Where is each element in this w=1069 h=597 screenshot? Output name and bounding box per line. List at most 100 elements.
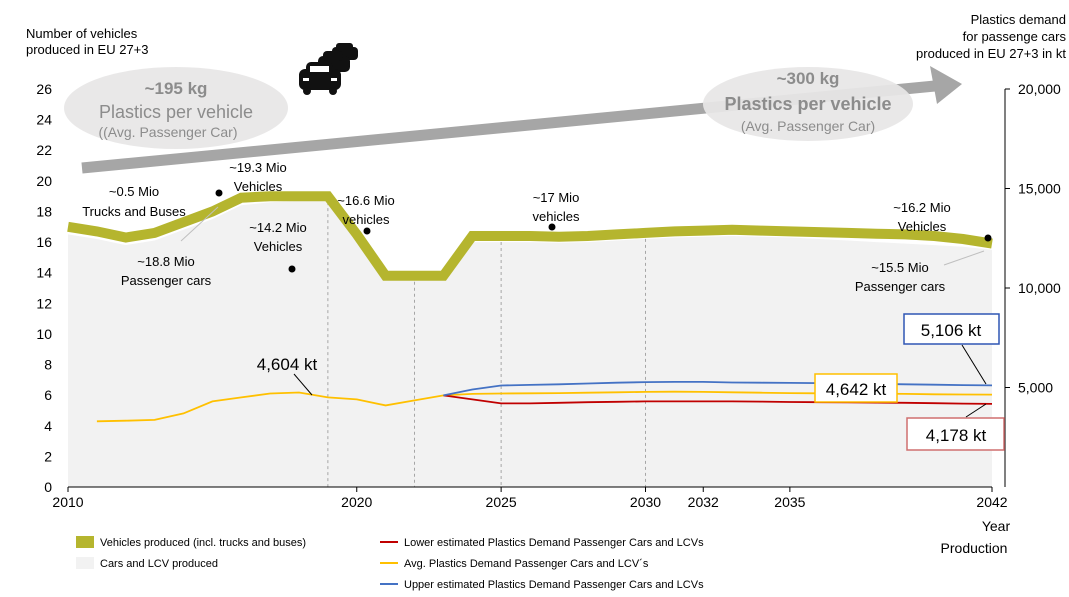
x-tick-label: 2030 [630, 494, 661, 510]
y-right-tick-label: 20,000 [1018, 81, 1061, 97]
x-tick-label: 2010 [52, 494, 83, 510]
plastics-line-4 [443, 380, 993, 397]
annotation-188: ~18.8 Mio Passenger cars [121, 254, 212, 288]
y-left-tick-label: 24 [36, 112, 52, 128]
y-left-tick-label: 22 [36, 142, 52, 158]
annotation-166-line1: ~16.6 Mio [337, 193, 394, 208]
annotation-142: ~14.2 Mio Vehicles [249, 220, 306, 254]
box-4178 [906, 417, 1005, 451]
y-left-tick-label: 12 [36, 295, 52, 311]
label-4604: 4,604 kt [257, 355, 318, 374]
annotation-trucks-line1: ~0.5 Mio [109, 184, 159, 199]
annotation-162: ~16.2 Mio Vehicles [893, 200, 950, 234]
plastics-line-3 [443, 394, 993, 405]
axes-layer: 024681012141618202224265,00010,00015,000… [36, 81, 1061, 510]
annotation-142-line2: Vehicles [254, 239, 303, 254]
annotation-142-line1: ~14.2 Mio [249, 220, 306, 235]
y-left-tick-label: 4 [44, 418, 52, 434]
cars-lcv-area [68, 199, 992, 487]
y-left-tick-label: 0 [44, 479, 52, 495]
legend-label-0: Vehicles produced (incl. trucks and buse… [100, 537, 306, 549]
legend-label-4: Upper estimated Plastics Demand Passenge… [404, 579, 704, 591]
annotation-188-line2: Passenger cars [121, 273, 212, 288]
marker-2042 [984, 234, 992, 242]
callout-300kg-sub: (Avg. Passenger Car) [741, 118, 875, 134]
annotation-17-line1: ~17 Mio [533, 190, 580, 205]
label-4642: 4,642 kt [826, 380, 887, 399]
vertical-guides-layer [327, 196, 646, 487]
left-axis-title-line1: Number of vehicles [26, 26, 138, 41]
callout-195kg: ~195 kg Plastics per vehicle ((Avg. Pass… [64, 67, 288, 149]
y-left-tick-label: 20 [36, 173, 52, 189]
left-axis-title-line2: produced in EU 27+3 [26, 42, 149, 57]
marker-2019 [215, 189, 223, 197]
callout-195kg-label: Plastics per vehicle [99, 102, 253, 122]
annotation-193: ~19.3 Mio Vehicles [229, 160, 286, 194]
x-tick-label: 2042 [976, 494, 1007, 510]
leader-5106 [961, 344, 987, 385]
y-left-tick-label: 10 [36, 326, 52, 342]
marker-2022 [288, 265, 296, 273]
marker-2025 [363, 227, 371, 235]
legend-label-3: Avg. Plastics Demand Passenger Cars and … [404, 558, 649, 570]
x-tick-label: 2035 [774, 494, 805, 510]
annotation-166: ~16.6 Mio vehicles [337, 193, 394, 227]
x-axis-title-line2: Production [941, 540, 1008, 556]
annotation-193-line1: ~19.3 Mio [229, 160, 286, 175]
legend-label-1: Cars and LCV produced [100, 558, 218, 570]
x-tick-label: 2020 [341, 494, 372, 510]
right-axis-title-line1: Plastics demand [971, 12, 1066, 27]
annotation-162-line1: ~16.2 Mio [893, 200, 950, 215]
annotation-17-line2: vehicles [533, 209, 580, 224]
annotation-188-line1: ~18.8 Mio [137, 254, 194, 269]
callout-300kg-label: Plastics per vehicle [724, 94, 891, 114]
x-tick-label: 2025 [486, 494, 517, 510]
label-5106: 5,106 kt [921, 321, 982, 340]
legend-swatch-1 [76, 557, 94, 569]
x-tick-label: 2032 [688, 494, 719, 510]
legend-swatch-0 [76, 536, 94, 548]
annotation-trucks-line2: Trucks and Buses [82, 204, 186, 219]
legend: Vehicles produced (incl. trucks and buse… [76, 536, 704, 591]
annotation-155: ~15.5 Mio Passenger cars [855, 260, 946, 294]
y-right-tick-label: 15,000 [1018, 181, 1061, 197]
y-left-tick-label: 18 [36, 203, 52, 219]
leader-188 [180, 206, 219, 242]
callout-195kg-sub: ((Avg. Passenger Car) [98, 124, 237, 140]
callout-300kg-value: ~300 kg [777, 69, 840, 88]
annotation-155-line1: ~15.5 Mio [871, 260, 928, 275]
y-left-tick-label: 2 [44, 448, 52, 464]
callout-300kg: ~300 kg Plastics per vehicle (Avg. Passe… [703, 67, 913, 141]
box-4642 [814, 373, 898, 403]
y-left-tick-label: 16 [36, 234, 52, 250]
legend-label-2: Lower estimated Plastics Demand Passenge… [404, 537, 704, 549]
leader-155 [943, 250, 985, 266]
box-5106 [903, 313, 1000, 345]
y-left-tick-label: 14 [36, 265, 52, 281]
cars-lcv-area-layer [68, 199, 992, 487]
y-left-tick-label: 8 [44, 357, 52, 373]
label-4178: 4,178 kt [926, 426, 987, 445]
cars-icon [299, 43, 358, 95]
y-right-tick-label: 5,000 [1018, 380, 1053, 396]
vehicles-produced-line [67, 191, 993, 281]
leader-4178 [965, 403, 987, 418]
right-axis-title-line3: produced in EU 27+3 in kt [916, 46, 1066, 61]
annotation-193-line2: Vehicles [234, 179, 283, 194]
leader-4604 [293, 373, 313, 396]
annotation-155-line2: Passenger cars [855, 279, 946, 294]
vehicles-band-layer [67, 191, 993, 281]
y-right-tick-label: 10,000 [1018, 280, 1061, 296]
callout-195kg-value: ~195 kg [145, 79, 208, 98]
marker-2030 [548, 223, 556, 231]
x-axis-title-line1: Year [982, 518, 1011, 534]
annotation-162-line2: Vehicles [898, 219, 947, 234]
annotation-trucks: ~0.5 Mio Trucks and Buses [82, 184, 186, 219]
y-left-tick-label: 26 [36, 81, 52, 97]
annotation-17: ~17 Mio vehicles [533, 190, 580, 224]
annotation-166-line2: vehicles [343, 212, 390, 227]
right-axis-title-line2: for passenge cars [963, 29, 1067, 44]
y-left-tick-label: 6 [44, 387, 52, 403]
